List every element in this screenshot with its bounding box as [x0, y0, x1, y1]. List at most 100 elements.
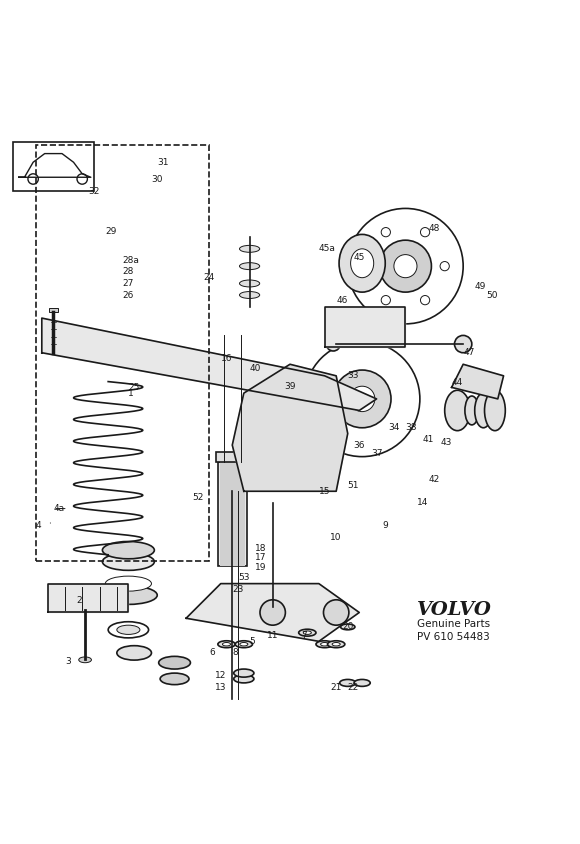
Text: 50: 50	[486, 290, 498, 300]
Text: 18: 18	[255, 544, 267, 554]
Circle shape	[260, 600, 285, 625]
Circle shape	[361, 262, 371, 271]
Ellipse shape	[484, 390, 505, 430]
Ellipse shape	[240, 246, 260, 252]
Text: 41: 41	[423, 435, 434, 444]
Circle shape	[350, 387, 375, 412]
Ellipse shape	[474, 393, 492, 428]
Text: 51: 51	[348, 481, 359, 490]
Ellipse shape	[108, 622, 148, 638]
Circle shape	[348, 208, 463, 324]
Text: 36: 36	[353, 441, 365, 450]
Text: 3: 3	[65, 657, 71, 666]
Ellipse shape	[159, 657, 190, 669]
Text: 21: 21	[331, 683, 342, 692]
Ellipse shape	[240, 291, 260, 299]
Ellipse shape	[332, 642, 340, 646]
Circle shape	[304, 341, 420, 457]
Bar	[216, 452, 248, 463]
Circle shape	[394, 255, 417, 278]
Text: 45: 45	[353, 253, 365, 262]
Ellipse shape	[316, 641, 334, 647]
Text: 8: 8	[232, 648, 238, 657]
Ellipse shape	[234, 675, 254, 683]
Ellipse shape	[350, 249, 374, 278]
Text: 19: 19	[255, 563, 267, 572]
Bar	[49, 308, 58, 312]
Polygon shape	[452, 365, 503, 399]
Text: 24: 24	[204, 273, 215, 282]
Ellipse shape	[234, 669, 254, 677]
Text: 7: 7	[302, 631, 307, 640]
Circle shape	[420, 228, 430, 237]
Text: 33: 33	[348, 371, 359, 381]
Text: 28: 28	[122, 268, 134, 277]
Ellipse shape	[235, 641, 252, 647]
Circle shape	[381, 228, 390, 237]
Text: 9: 9	[382, 522, 388, 530]
Text: 30: 30	[151, 175, 163, 184]
Ellipse shape	[117, 625, 140, 635]
Ellipse shape	[328, 641, 345, 647]
Text: 10: 10	[331, 533, 342, 542]
Text: 17: 17	[255, 553, 267, 562]
Text: 42: 42	[429, 475, 440, 484]
Text: 23: 23	[232, 585, 244, 594]
Ellipse shape	[103, 542, 154, 559]
Text: 34: 34	[388, 424, 400, 432]
Ellipse shape	[240, 642, 248, 646]
Ellipse shape	[445, 390, 470, 430]
Text: 2: 2	[77, 597, 82, 605]
Ellipse shape	[303, 631, 311, 635]
Text: 20: 20	[342, 622, 353, 631]
Circle shape	[334, 370, 391, 428]
Ellipse shape	[240, 262, 260, 269]
Text: 47: 47	[463, 349, 474, 357]
Polygon shape	[42, 318, 376, 410]
Text: 40: 40	[249, 365, 261, 373]
Text: 14: 14	[417, 498, 429, 507]
Ellipse shape	[100, 586, 157, 604]
Text: 16: 16	[221, 354, 232, 363]
Text: PV 610 54483: PV 610 54483	[417, 631, 490, 641]
Text: 25: 25	[128, 383, 140, 392]
Text: 43: 43	[440, 438, 451, 446]
Polygon shape	[48, 583, 128, 613]
Ellipse shape	[223, 642, 230, 646]
Text: 26: 26	[122, 290, 134, 300]
Ellipse shape	[218, 641, 235, 647]
Text: 31: 31	[157, 158, 169, 167]
Text: 6: 6	[209, 648, 215, 657]
Ellipse shape	[321, 642, 329, 646]
Bar	[218, 463, 246, 566]
Ellipse shape	[354, 679, 370, 686]
Text: 28a: 28a	[122, 256, 139, 265]
Text: 15: 15	[319, 487, 331, 495]
Text: VOLVO: VOLVO	[417, 601, 492, 619]
Text: 22: 22	[348, 683, 359, 692]
Ellipse shape	[339, 235, 385, 292]
Text: 46: 46	[336, 296, 347, 306]
Circle shape	[327, 337, 340, 351]
Text: 45a: 45a	[319, 244, 336, 253]
Text: 38: 38	[405, 424, 417, 432]
Text: 1: 1	[128, 388, 134, 398]
Text: 32: 32	[88, 187, 99, 196]
Circle shape	[379, 241, 432, 292]
Ellipse shape	[103, 553, 154, 571]
Text: 37: 37	[371, 449, 382, 458]
Text: 44: 44	[452, 378, 463, 387]
Text: 48: 48	[429, 225, 440, 233]
Ellipse shape	[340, 624, 355, 630]
Bar	[220, 463, 245, 566]
Text: 4: 4	[36, 522, 42, 530]
Circle shape	[440, 262, 450, 271]
Circle shape	[420, 295, 430, 305]
FancyBboxPatch shape	[13, 142, 94, 191]
Text: 5: 5	[249, 637, 255, 646]
Ellipse shape	[79, 657, 92, 663]
Text: 39: 39	[284, 381, 296, 391]
Text: 27: 27	[122, 279, 134, 288]
Polygon shape	[186, 583, 359, 641]
Polygon shape	[325, 306, 405, 347]
